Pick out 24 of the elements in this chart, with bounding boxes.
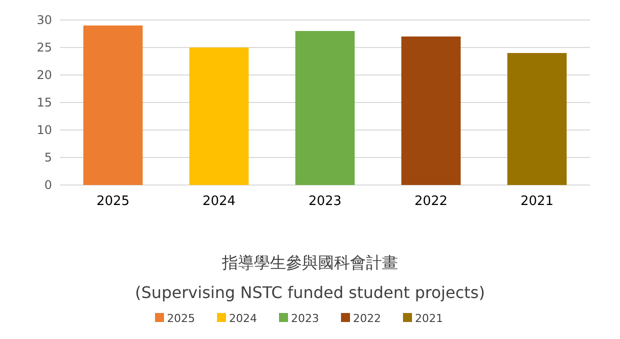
y-tick-label: 20 — [36, 68, 52, 82]
bar — [295, 31, 355, 185]
text: 2022 — [414, 194, 448, 209]
bar — [507, 53, 567, 185]
legend-label: 2023 — [291, 312, 319, 325]
legend-label: 2022 — [353, 312, 381, 325]
y-tick-label: 15 — [36, 96, 52, 110]
legend-label: 2024 — [229, 312, 257, 325]
text: 2025 — [96, 194, 130, 209]
legend-label: 2025 — [167, 312, 195, 325]
text: 2023 — [308, 194, 342, 209]
legend-label: 2021 — [415, 312, 443, 325]
bar — [83, 26, 143, 185]
text: 2021 — [520, 194, 554, 209]
text: 指導學生參與國科會計畫 — [221, 253, 398, 272]
text: (Supervising NSTC funded student projects) — [135, 283, 485, 302]
bar — [401, 36, 461, 185]
y-tick-label: 5 — [44, 150, 52, 164]
y-tick-label: 10 — [36, 123, 52, 137]
y-tick-label: 30 — [36, 13, 52, 27]
y-tick-label: 25 — [36, 40, 52, 54]
bar — [189, 48, 249, 185]
text: 2024 — [202, 194, 236, 209]
y-tick-label: 0 — [44, 178, 52, 192]
